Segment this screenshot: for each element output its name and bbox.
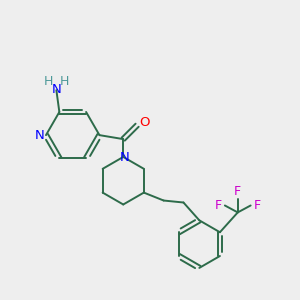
Text: H: H — [44, 75, 53, 88]
Text: F: F — [234, 185, 241, 198]
Text: F: F — [254, 199, 261, 212]
Text: N: N — [52, 83, 61, 96]
Text: N: N — [35, 129, 45, 142]
Text: H: H — [60, 75, 69, 88]
Text: F: F — [214, 199, 221, 212]
Text: N: N — [119, 152, 129, 164]
Text: O: O — [139, 116, 149, 129]
